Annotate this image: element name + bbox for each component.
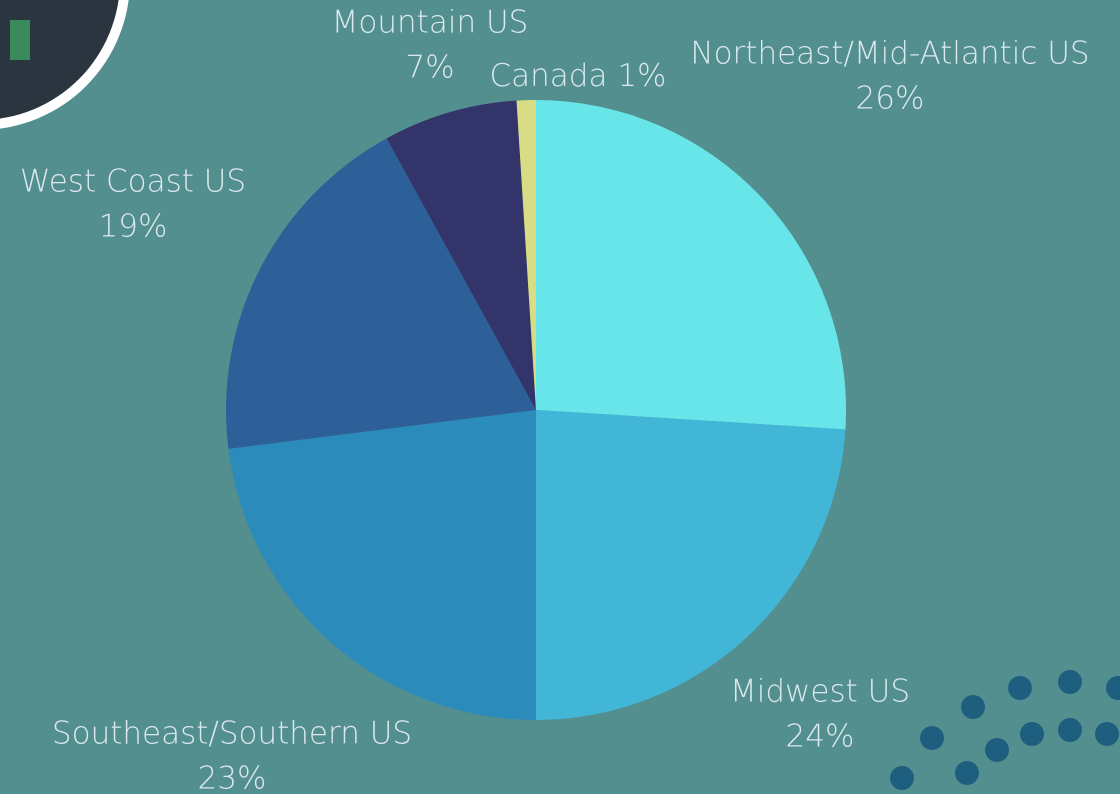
- dot: [1008, 676, 1032, 700]
- photo-detail: [10, 20, 30, 60]
- value-label: 23%: [198, 761, 267, 794]
- category-label: West Coast US: [20, 164, 246, 200]
- pie-slice: [228, 410, 536, 720]
- dot: [890, 766, 914, 790]
- dot: [1020, 722, 1044, 746]
- slice-label: Canada 1%: [489, 58, 666, 94]
- pie-slice: [536, 100, 846, 429]
- dot-decoration: [890, 670, 1120, 790]
- dot: [955, 761, 979, 785]
- category-label: Northeast/Mid-Atlantic US: [690, 36, 1089, 72]
- value-label: 1%: [617, 58, 666, 94]
- value-label: 19%: [99, 209, 168, 245]
- value-label: 7%: [405, 50, 454, 86]
- value-label: 24%: [786, 719, 855, 755]
- category-label: Mountain US: [332, 5, 529, 41]
- photo-decoration: [0, 0, 130, 130]
- category-label: Midwest US: [730, 674, 910, 710]
- category-label: Southeast/Southern US: [52, 716, 412, 752]
- value-label: 26%: [856, 81, 925, 117]
- category-label: Canada: [489, 58, 607, 94]
- slide: Northeast/Mid-Atlantic US 26% Midwest US 24…: [0, 0, 1120, 794]
- dot: [1106, 676, 1120, 700]
- dot: [1058, 670, 1082, 694]
- dot: [1095, 722, 1119, 746]
- page: {"chart_data": {"type": "pie", "categori…: [0, 0, 1120, 794]
- dot: [961, 695, 985, 719]
- dot: [1058, 718, 1082, 742]
- dot: [985, 738, 1009, 762]
- dot: [920, 726, 944, 750]
